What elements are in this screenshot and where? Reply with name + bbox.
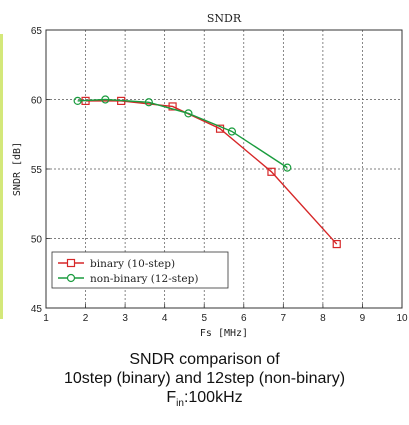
x-tick-label: 9 (360, 313, 366, 324)
series-non-binary (73, 95, 292, 172)
caption-subscript: in (176, 398, 184, 410)
caption-line-2: 10step (binary) and 12step (non-binary) (63, 370, 346, 387)
chart-title: SNDR (207, 12, 242, 25)
series (73, 95, 341, 249)
x-tick-label: 6 (241, 313, 247, 324)
data-point (283, 163, 292, 172)
legend-label: binary (10-step) (90, 258, 175, 270)
data-point (267, 167, 276, 176)
grid (46, 30, 402, 308)
data-point (227, 127, 237, 136)
y-tick-label: 65 (31, 26, 43, 37)
caption-frequency: :100kHz (183, 389, 243, 406)
y-tick-label: 50 (31, 235, 43, 246)
caption-line-3: Fin:100kHz (0, 388, 409, 413)
legend-entry: non-binary (12-step) (58, 273, 198, 285)
left-accent-strip (0, 34, 3, 319)
x-tick-label: 3 (122, 313, 128, 324)
figure-caption: SNDR comparison of 10step (binary) and 1… (0, 350, 409, 413)
legend: binary (10-step) non-binary (12-step) (51, 251, 229, 289)
x-tick-label: 4 (162, 313, 168, 324)
x-tick-label: 2 (83, 313, 89, 324)
series-line (85, 100, 338, 245)
y-axis-label: SNDR [dB] (12, 142, 23, 196)
data-point (184, 109, 193, 118)
data-point (168, 102, 177, 111)
series-line (77, 98, 288, 169)
x-axis-label: Fs [MHz] (200, 328, 248, 339)
legend-entry: binary (10-step) (58, 258, 175, 270)
legend-box (51, 251, 229, 289)
y-tick-label: 55 (31, 165, 43, 176)
legend-label: non-binary (12-step) (90, 273, 198, 285)
x-tick-label: 5 (201, 313, 207, 324)
legend-marker (66, 273, 76, 283)
x-tick-label: 7 (281, 313, 287, 324)
data-point (101, 95, 110, 104)
data-point (332, 239, 341, 249)
caption-line-1: SNDR comparison of (129, 351, 280, 368)
caption-f: F (166, 389, 177, 406)
series-binary (81, 96, 341, 249)
y-tick-label: 60 (31, 96, 43, 107)
x-tick-label: 8 (320, 313, 326, 324)
legend-marker (66, 258, 76, 268)
x-tick-label: 10 (396, 313, 408, 324)
y-tick-label: 45 (31, 304, 43, 315)
data-point (144, 98, 153, 107)
x-tick-label: 1 (43, 313, 49, 324)
data-point (73, 96, 82, 105)
